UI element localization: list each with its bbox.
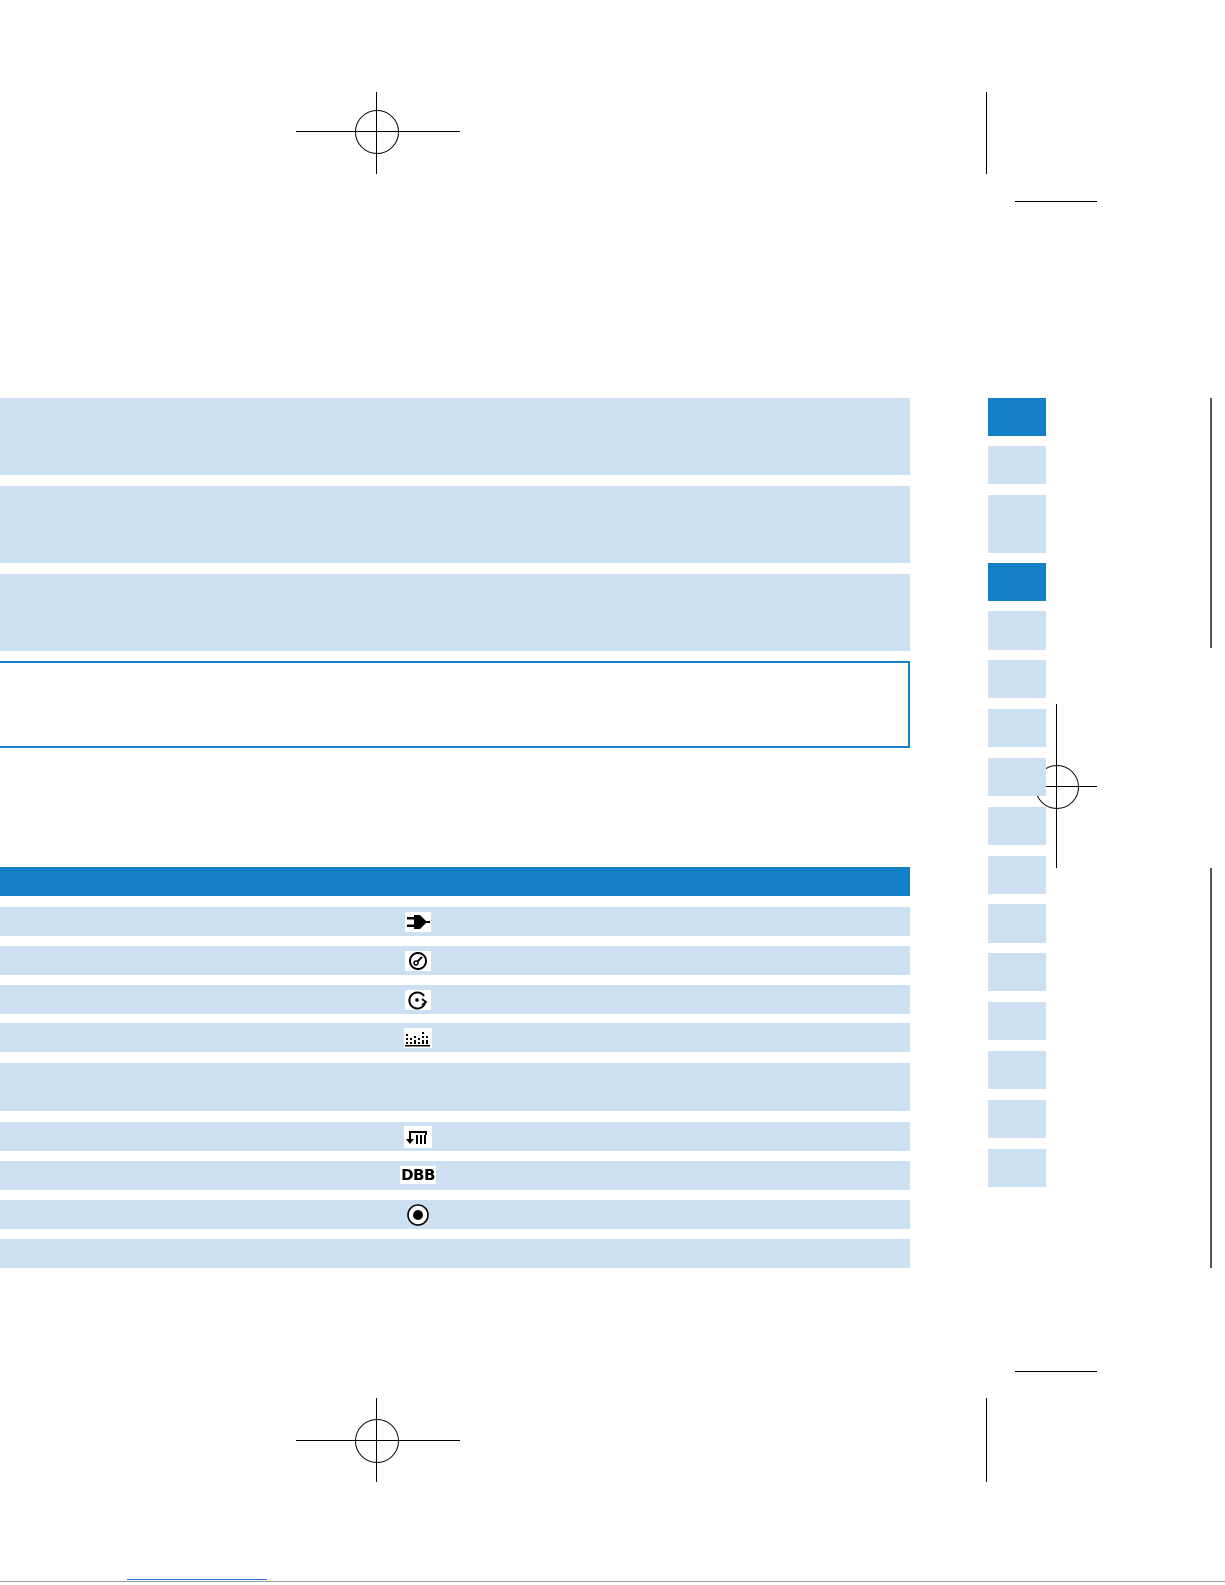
chapter-tab-5[interactable] [988,611,1046,650]
chapter-tab-4[interactable] [988,563,1046,601]
chapter-tab-15[interactable] [988,1100,1046,1138]
info-panel-3 [0,574,910,651]
record-icon [403,1204,433,1226]
chapter-tab-8[interactable] [988,758,1046,796]
table-row [0,985,910,1014]
table-row [0,1023,910,1052]
chapter-tab-1[interactable] [988,398,1046,436]
chapter-tab-9[interactable] [988,807,1046,845]
dbb-icon: DBB [400,1164,436,1186]
chapter-tab-10[interactable] [988,856,1046,894]
chapter-tab-16[interactable] [988,1149,1046,1187]
chapter-tab-13[interactable] [988,1002,1046,1040]
chapter-tab-7[interactable] [988,709,1046,747]
table-row [0,1063,910,1111]
chapter-tab-3[interactable] [988,495,1046,553]
equalizer-icon [403,1027,433,1049]
table-row: DBB [0,1161,910,1190]
chapter-tab-14[interactable] [988,1051,1046,1089]
info-panel-1 [0,398,910,475]
chapter-tab-12[interactable] [988,953,1046,991]
table-row [0,946,910,975]
info-panel-4 [0,661,910,748]
repeat-all-icon [403,1126,433,1148]
table-row [0,907,910,936]
chapter-tab-11[interactable] [988,904,1046,943]
disc-check-icon [403,950,433,972]
disc-arrow-icon [403,989,433,1011]
table-row [0,1239,910,1268]
dbb-icon-text: DBB [400,1166,436,1184]
power-plug-icon [403,911,433,933]
table-row [0,1122,910,1151]
chapter-tab-2[interactable] [988,446,1046,484]
icon-table-header [0,867,910,896]
chapter-tab-6[interactable] [988,660,1046,698]
table-row [0,1200,910,1229]
info-panel-2 [0,486,910,563]
